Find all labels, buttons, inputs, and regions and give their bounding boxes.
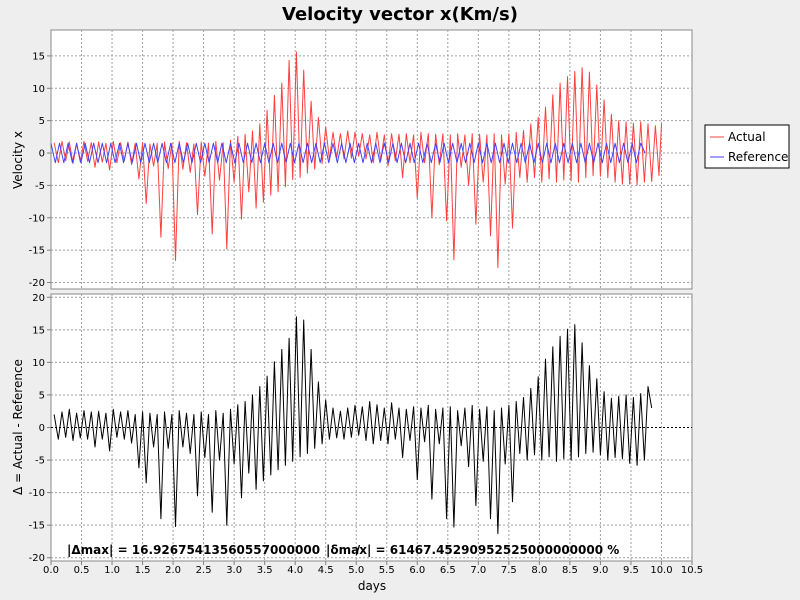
top-y-tick-label: 10 [32,84,45,95]
x-tick-label: 10.0 [650,565,672,576]
series-line-actual [53,51,662,269]
x-tick-label: 7.5 [501,565,517,576]
x-tick-label: 2.0 [165,565,181,576]
x-tick-label: 9.5 [623,565,639,576]
top-y-tick-label: 15 [32,51,45,62]
legend-box [704,124,790,169]
x-axis-label: days [358,579,386,593]
x-tick-label: 6.5 [440,565,456,576]
bottom-y-axis-label: Δ = Actual - Reference [11,359,25,495]
top-panel: 15 10 5 0 -5 -10 -15 -20 Velocity x [11,29,693,290]
x-tick-label: 5.0 [348,565,364,576]
bottom-series [53,316,653,535]
x-tick-label: 3.5 [257,565,273,576]
chart-title: Velocity vector x(Km/s) [282,4,518,25]
x-tick-label: 4.0 [287,565,303,576]
x-tick-label: 8.5 [562,565,578,576]
x-tick-label: 4.5 [318,565,334,576]
top-series [50,51,662,269]
top-y-ticks: 15 10 5 0 -5 -10 -15 -20 [29,51,51,289]
bottom-y-tick-label: -5 [35,456,45,467]
x-tick-label: 9.0 [592,565,608,576]
bottom-y-tick-label: -20 [29,553,45,564]
x-ticks: 0.0 0.5 1.0 1.5 2.0 2.5 3.0 3.5 4.0 4.5 5.0 5.5 6.0 6… [43,561,703,576]
x-tick-label: 1.5 [135,565,151,576]
x-tick-label: 6.0 [409,565,425,576]
x-tick-label: 0.0 [43,565,59,576]
x-tick-label: 1.0 [104,565,120,576]
bottom-y-tick-label: 0 [39,423,45,434]
bottom-y-tick-label: 20 [32,293,45,304]
annotation-separator: / [356,543,361,557]
legend: Actual Reference [704,124,790,169]
x-tick-label: 0.5 [74,565,90,576]
bottom-y-tick-label: 5 [39,390,45,401]
top-y-tick-label: -15 [29,246,45,257]
top-y-tick-label: 0 [39,149,45,160]
legend-label-actual: Actual [728,130,766,144]
x-tick-label: 5.5 [379,565,395,576]
annotation-delta-max: |Δmax| = 16.92675413560557000000 [67,543,320,557]
bottom-y-tick-label: 10 [32,358,45,369]
x-tick-label: 2.5 [196,565,212,576]
bottom-panel: 20 15 10 5 0 -5 -10 -15 -20 Δ = Actual - Referen… [11,293,693,564]
top-y-axis-label: Velocity x [11,131,25,189]
series-line-delta [53,316,653,535]
top-y-tick-label: -5 [35,181,45,192]
x-tick-label: 3.0 [226,565,242,576]
bottom-y-tick-label: -10 [29,488,45,499]
top-y-tick-label: 5 [39,116,45,127]
annotation-relative-max: |δmax| = 61467.45290952525000000000 % [326,543,619,557]
x-tick-label: 8.0 [531,565,547,576]
top-y-tick-label: -10 [29,213,45,224]
top-y-tick-label: -20 [29,278,45,289]
x-tick-label: 7.0 [470,565,486,576]
bottom-y-tick-label: 15 [32,325,45,336]
legend-label-reference: Reference [728,150,788,164]
series-line-reference [50,142,646,164]
x-tick-label: 10.5 [681,565,703,576]
bottom-y-ticks: 20 15 10 5 0 -5 -10 -15 -20 [29,293,51,564]
bottom-y-tick-label: -15 [29,521,45,532]
